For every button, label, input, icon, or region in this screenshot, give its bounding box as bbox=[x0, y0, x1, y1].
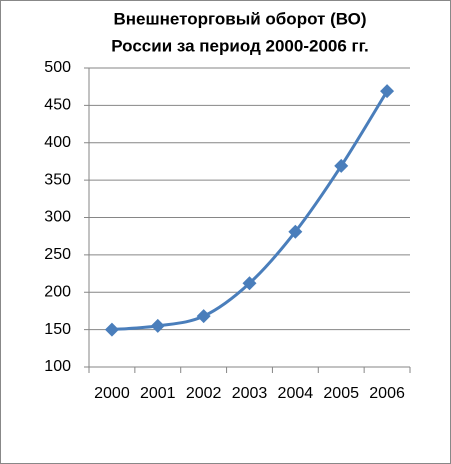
x-tick-label: 2002 bbox=[186, 385, 222, 402]
marker bbox=[288, 224, 303, 239]
x-tick-label: 2006 bbox=[369, 385, 405, 402]
x-tick-label: 2001 bbox=[140, 385, 176, 402]
y-tick-label: 150 bbox=[44, 321, 71, 338]
marker bbox=[104, 322, 119, 337]
x-tick-label: 2003 bbox=[232, 385, 268, 402]
y-tick-label: 200 bbox=[44, 283, 71, 300]
y-tick-label: 450 bbox=[44, 97, 71, 114]
y-tick-label: 500 bbox=[44, 59, 71, 76]
x-tick-label: 2005 bbox=[323, 385, 359, 402]
x-tick-label: 2000 bbox=[94, 385, 130, 402]
x-tick-label: 2004 bbox=[278, 385, 314, 402]
y-tick-label: 350 bbox=[44, 171, 71, 188]
y-tick-label: 250 bbox=[44, 246, 71, 263]
y-tick-label: 300 bbox=[44, 209, 71, 226]
chart-title: России за период 2000-2006 гг. bbox=[111, 36, 368, 55]
chart-title: Внешнеторговый оборот (ВО) bbox=[114, 9, 367, 28]
y-tick-label: 100 bbox=[44, 358, 71, 375]
marker bbox=[334, 158, 349, 173]
marker bbox=[150, 318, 165, 333]
y-tick-label: 400 bbox=[44, 134, 71, 151]
marker bbox=[380, 84, 395, 99]
marker bbox=[242, 276, 257, 291]
marker bbox=[196, 309, 211, 324]
